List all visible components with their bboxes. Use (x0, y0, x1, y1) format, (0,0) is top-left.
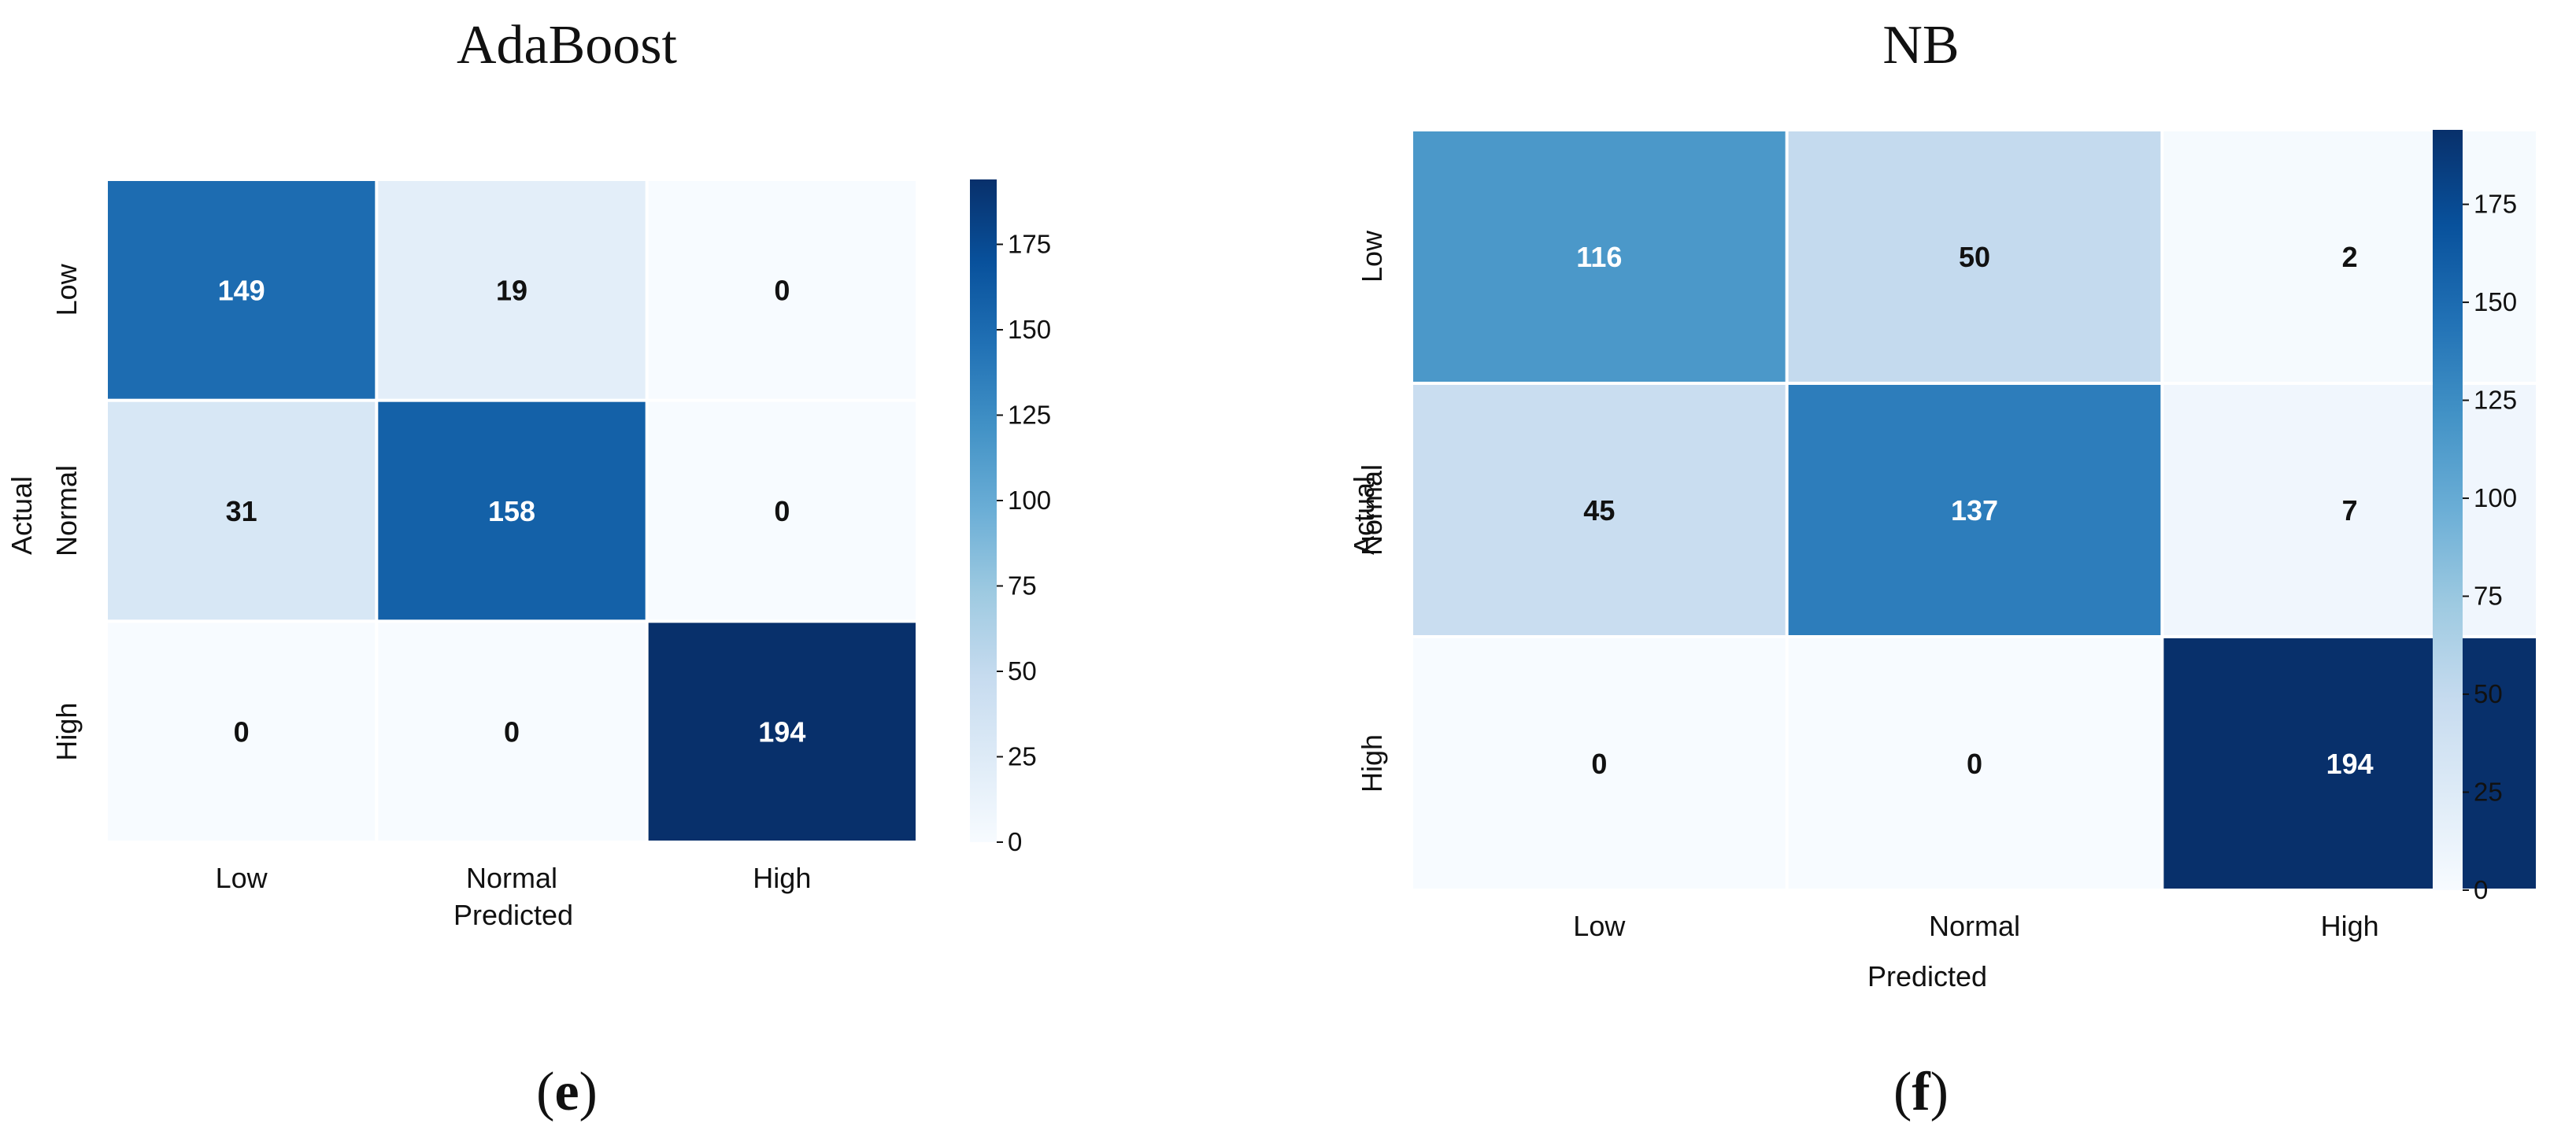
heatmap-cell (108, 623, 376, 841)
x-axis-label: Predicted (1867, 960, 1987, 992)
colorbar-ticks: 0 25 50 75 100 125 150 175 (2463, 190, 2517, 904)
heatmap-cells (108, 181, 916, 841)
heatmap-cell (1788, 131, 2161, 382)
y-tick-label: Low (1356, 230, 1388, 283)
colorbar-ticks: 0 25 50 75 100 125 150 175 (997, 229, 1051, 856)
heatmap-cell-label: 0 (504, 716, 520, 748)
y-tick-label: High (1356, 734, 1388, 793)
y-tick-labels: Low Normal High (1356, 230, 1388, 793)
heatmap-cell (1413, 385, 1786, 635)
heatmap-cell (378, 623, 646, 841)
x-tick-labels: Low Normal High (1573, 910, 2378, 942)
colorbar-tick-label: 125 (1008, 400, 1051, 429)
heatmap-cell-label: 0 (1591, 748, 1607, 780)
x-tick-labels: Low Normal High (216, 862, 812, 894)
heatmap-cell-label: 149 (218, 274, 265, 306)
panel-title: AdaBoost (457, 15, 678, 76)
x-tick-label: Low (1573, 910, 1626, 942)
colorbar-tick-label: 75 (2474, 582, 2503, 611)
x-tick-label: High (753, 862, 811, 894)
x-tick-label: Low (216, 862, 268, 894)
colorbar-tick-label: 25 (2474, 778, 2503, 807)
heatmap-cell (108, 181, 376, 399)
colorbar-tick-label: 0 (1008, 827, 1022, 856)
colorbar-tick-label: 175 (1008, 229, 1051, 258)
colorbar (2433, 130, 2463, 890)
colorbar-tick-label: 150 (1008, 315, 1051, 344)
heatmap-cell (1413, 131, 1786, 382)
heatmap-cell (378, 401, 646, 620)
y-axis-label: Actual (6, 476, 38, 555)
heatmap-cell-labels: 149 19 0 31 158 0 0 0 194 (218, 274, 806, 748)
heatmap-cell-label: 0 (774, 495, 790, 527)
heatmap-cell (648, 623, 916, 841)
colorbar (970, 179, 997, 842)
heatmap-cell (1788, 638, 2161, 889)
heatmap-cell-label: 137 (1951, 494, 1998, 527)
x-tick-label: Normal (1929, 910, 2020, 942)
heatmap-cell-label: 116 (1576, 241, 1622, 273)
colorbar-tick-label: 175 (2474, 190, 2517, 219)
y-tick-label: Normal (50, 465, 83, 556)
heatmap-cells (1413, 131, 2536, 889)
heatmap-cell-label: 158 (488, 495, 535, 527)
panel-title: NB (1882, 15, 1959, 76)
y-tick-labels: Low Normal High (50, 263, 83, 760)
panel-letter: (e) (536, 1062, 598, 1122)
x-axis-label: Predicted (453, 899, 573, 931)
heatmap-cell-label: 194 (758, 716, 805, 748)
colorbar-tick-label: 75 (1008, 571, 1037, 600)
heatmap-cell-label: 50 (1959, 241, 1990, 273)
colorbar-tick-label: 50 (1008, 656, 1037, 686)
heatmap-cell-label: 19 (496, 274, 527, 306)
heatmap-cell-label: 0 (774, 274, 790, 306)
panel-adaboost: AdaBoost 149 19 0 31 158 0 0 0 194 Low Normal High… (6, 15, 1051, 1122)
x-tick-label: Normal (466, 862, 557, 894)
colorbar-tick-label: 0 (2474, 875, 2488, 904)
colorbar-tick-label: 150 (2474, 287, 2517, 316)
heatmap-cell (2163, 131, 2536, 382)
heatmap-cell-label: 2 (2342, 241, 2358, 273)
heatmap-cell (648, 401, 916, 620)
heatmap-cell (2163, 385, 2536, 635)
heatmap-cell-label: 0 (234, 716, 250, 748)
y-tick-label: Low (50, 263, 83, 316)
heatmap-cell (2163, 638, 2536, 889)
panel-nb: NB 116 50 2 45 137 7 0 0 194 Low Normal High Low No… (1348, 15, 2536, 1122)
panel-letter-value: e (554, 1062, 579, 1122)
heatmap-cell-label: 7 (2342, 494, 2358, 527)
colorbar-tick-label: 100 (1008, 486, 1051, 515)
panel-letter: (f) (1893, 1062, 1949, 1122)
heatmap-cell (1788, 385, 2161, 635)
x-tick-label: High (2321, 910, 2379, 942)
panel-letter-value: f (1912, 1062, 1930, 1122)
heatmap-cell (1413, 638, 1786, 889)
heatmap-cell (378, 181, 646, 399)
heatmap-cell-label: 194 (2326, 748, 2374, 780)
y-tick-label: Normal (1356, 464, 1388, 556)
colorbar-tick-label: 50 (2474, 679, 2503, 708)
heatmap-cell-label: 45 (1583, 494, 1615, 527)
heatmap-cell-labels: 116 50 2 45 137 7 0 0 194 (1576, 241, 2373, 780)
y-axis-label: Actual (1348, 476, 1380, 555)
heatmap-cell (648, 181, 916, 399)
y-tick-label: High (50, 703, 83, 761)
heatmap-cell-label: 31 (226, 495, 257, 527)
heatmap-cell-label: 0 (1967, 748, 1982, 780)
colorbar-tick-label: 125 (2474, 386, 2517, 415)
colorbar-tick-label: 100 (2474, 483, 2517, 512)
heatmap-cell (108, 401, 376, 620)
colorbar-tick-label: 25 (1008, 741, 1037, 771)
